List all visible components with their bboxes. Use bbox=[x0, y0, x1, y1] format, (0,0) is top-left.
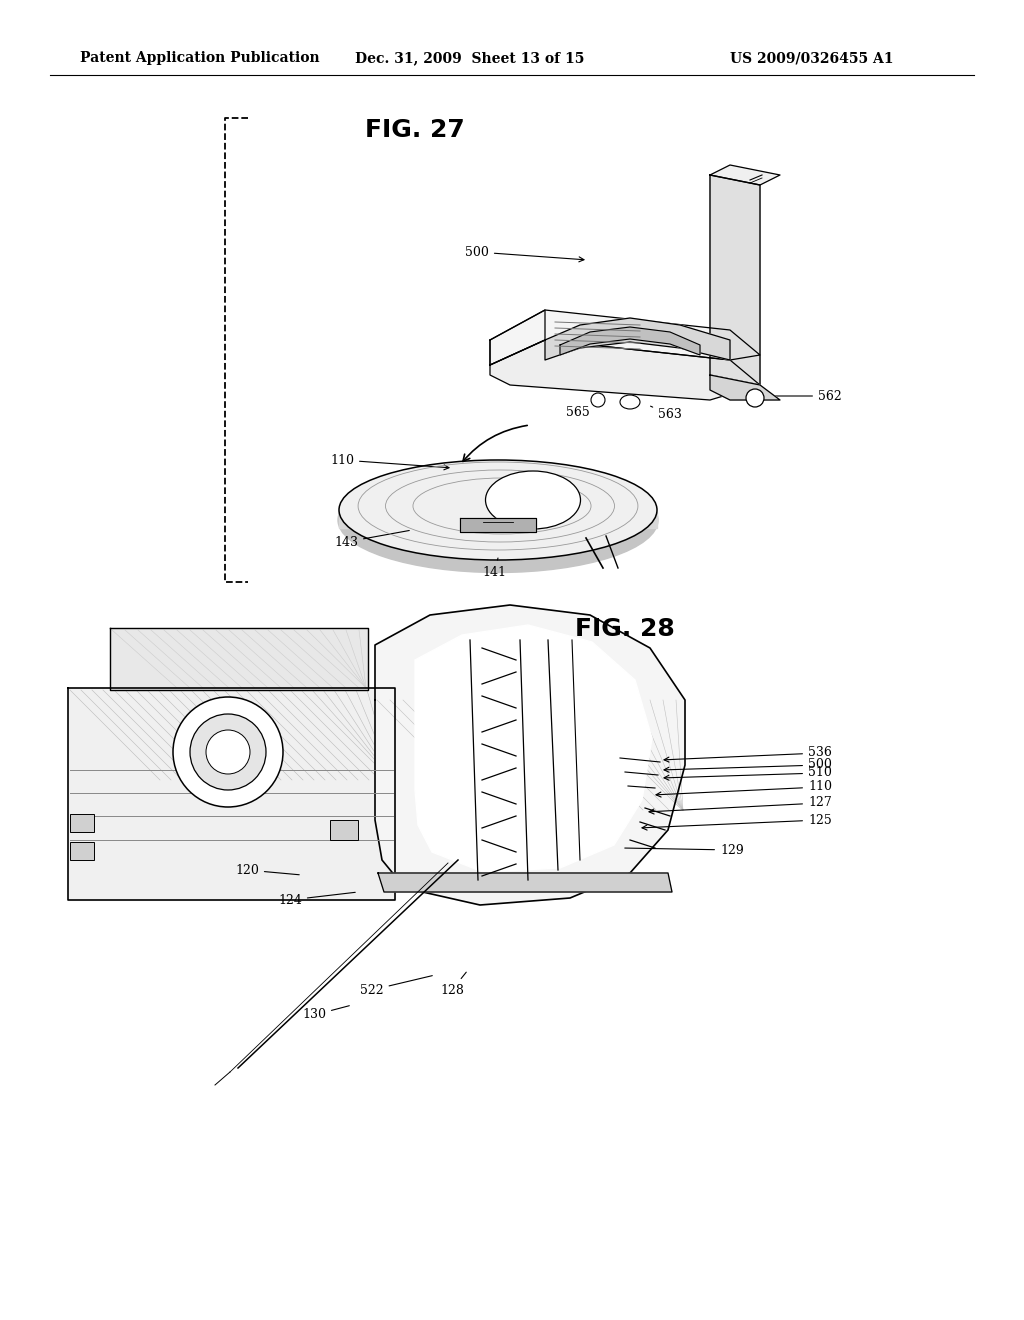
Text: 129: 129 bbox=[625, 843, 743, 857]
Text: 127: 127 bbox=[649, 796, 831, 814]
FancyArrowPatch shape bbox=[463, 425, 527, 462]
Polygon shape bbox=[415, 624, 652, 873]
Text: 565: 565 bbox=[566, 401, 601, 420]
Circle shape bbox=[190, 714, 266, 789]
Ellipse shape bbox=[338, 467, 658, 573]
Text: 110: 110 bbox=[330, 454, 449, 470]
Bar bbox=[70, 814, 94, 832]
Polygon shape bbox=[710, 165, 780, 185]
Polygon shape bbox=[710, 375, 780, 400]
Polygon shape bbox=[68, 688, 395, 900]
Text: 563: 563 bbox=[650, 407, 682, 421]
Text: US 2009/0326455 A1: US 2009/0326455 A1 bbox=[730, 51, 894, 65]
Polygon shape bbox=[560, 327, 700, 355]
Polygon shape bbox=[545, 318, 730, 360]
Bar bbox=[70, 842, 94, 861]
Text: 522: 522 bbox=[360, 975, 432, 997]
Polygon shape bbox=[378, 873, 672, 892]
Ellipse shape bbox=[339, 459, 657, 560]
Polygon shape bbox=[110, 628, 368, 690]
Text: FIG. 27: FIG. 27 bbox=[365, 117, 465, 143]
Polygon shape bbox=[490, 341, 760, 400]
Ellipse shape bbox=[620, 395, 640, 409]
Text: 141: 141 bbox=[482, 558, 506, 578]
Circle shape bbox=[591, 393, 605, 407]
Ellipse shape bbox=[485, 471, 581, 529]
Text: 510: 510 bbox=[664, 767, 831, 780]
Text: 128: 128 bbox=[440, 972, 466, 997]
Polygon shape bbox=[460, 517, 536, 532]
Polygon shape bbox=[375, 605, 685, 906]
Text: Patent Application Publication: Patent Application Publication bbox=[80, 51, 319, 65]
Text: Dec. 31, 2009  Sheet 13 of 15: Dec. 31, 2009 Sheet 13 of 15 bbox=[355, 51, 585, 65]
Polygon shape bbox=[490, 310, 760, 366]
Polygon shape bbox=[490, 310, 545, 366]
Text: 110: 110 bbox=[656, 780, 831, 797]
Text: 120: 120 bbox=[234, 863, 299, 876]
Text: 536: 536 bbox=[664, 747, 831, 762]
Text: 500: 500 bbox=[465, 246, 584, 261]
Polygon shape bbox=[339, 512, 657, 528]
Text: 130: 130 bbox=[302, 1006, 349, 1022]
Text: 125: 125 bbox=[642, 813, 831, 830]
Text: 143: 143 bbox=[334, 531, 410, 549]
Circle shape bbox=[206, 730, 250, 774]
Text: 562: 562 bbox=[767, 389, 842, 403]
Circle shape bbox=[746, 389, 764, 407]
Polygon shape bbox=[710, 176, 760, 385]
Text: FIG. 28: FIG. 28 bbox=[575, 616, 675, 642]
Circle shape bbox=[173, 697, 283, 807]
Text: 124: 124 bbox=[278, 892, 355, 907]
Text: 500: 500 bbox=[664, 759, 831, 772]
Bar bbox=[330, 820, 358, 840]
